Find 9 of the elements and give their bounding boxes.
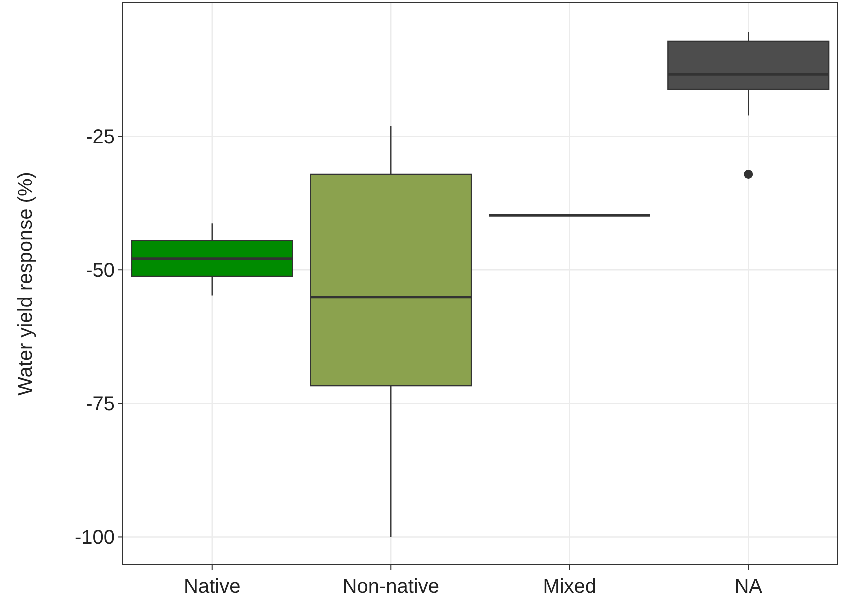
y-tick-label: -100 xyxy=(74,527,115,550)
x-tick-label: Non-native xyxy=(342,576,440,598)
x-tick-label: Mixed xyxy=(543,576,597,598)
x-tick-label: Native xyxy=(184,576,241,598)
y-tick-label: -50 xyxy=(86,260,115,282)
y-axis-title: Water yield response (%) xyxy=(15,172,37,396)
x-tick-label: NA xyxy=(734,576,764,598)
y-tick-label: -25 xyxy=(86,126,115,149)
y-tick-label: -75 xyxy=(86,394,115,416)
